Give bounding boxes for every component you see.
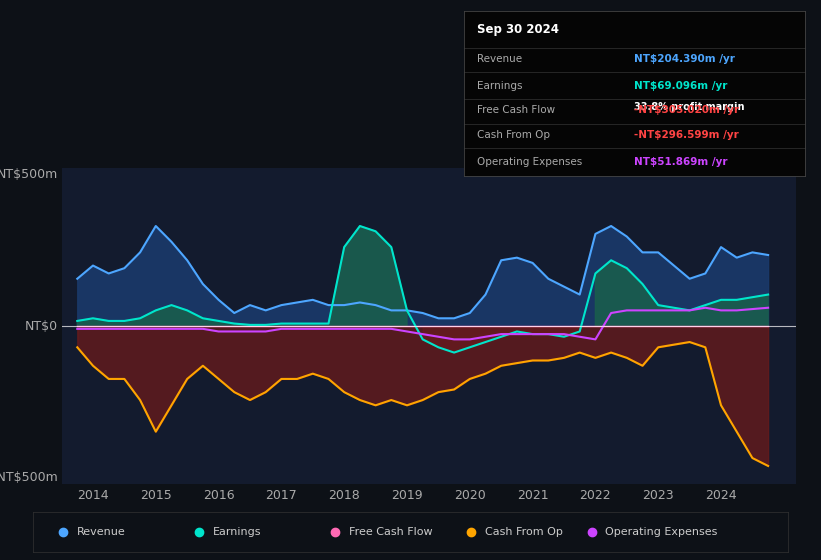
Text: 33.8% profit margin: 33.8% profit margin [635,102,745,112]
Text: -NT$296.599m /yr: -NT$296.599m /yr [635,130,739,140]
Text: NT$204.390m /yr: NT$204.390m /yr [635,54,735,64]
Text: Earnings: Earnings [213,527,261,537]
Text: Operating Expenses: Operating Expenses [605,527,718,537]
Text: Cash From Op: Cash From Op [478,130,551,140]
Text: NT$500m: NT$500m [0,168,58,181]
Text: Sep 30 2024: Sep 30 2024 [478,23,559,36]
Text: Cash From Op: Cash From Op [484,527,562,537]
Text: NT$0: NT$0 [25,320,58,333]
Text: NT$51.869m /yr: NT$51.869m /yr [635,157,727,166]
Text: Operating Expenses: Operating Expenses [478,157,583,166]
Text: Free Cash Flow: Free Cash Flow [478,105,556,115]
Text: -NT$500m: -NT$500m [0,472,58,484]
Text: Revenue: Revenue [76,527,126,537]
Text: Revenue: Revenue [478,54,523,64]
Text: Earnings: Earnings [478,81,523,91]
Text: Free Cash Flow: Free Cash Flow [349,527,432,537]
Text: NT$69.096m /yr: NT$69.096m /yr [635,81,727,91]
Text: -NT$305.020m /yr: -NT$305.020m /yr [635,105,740,115]
